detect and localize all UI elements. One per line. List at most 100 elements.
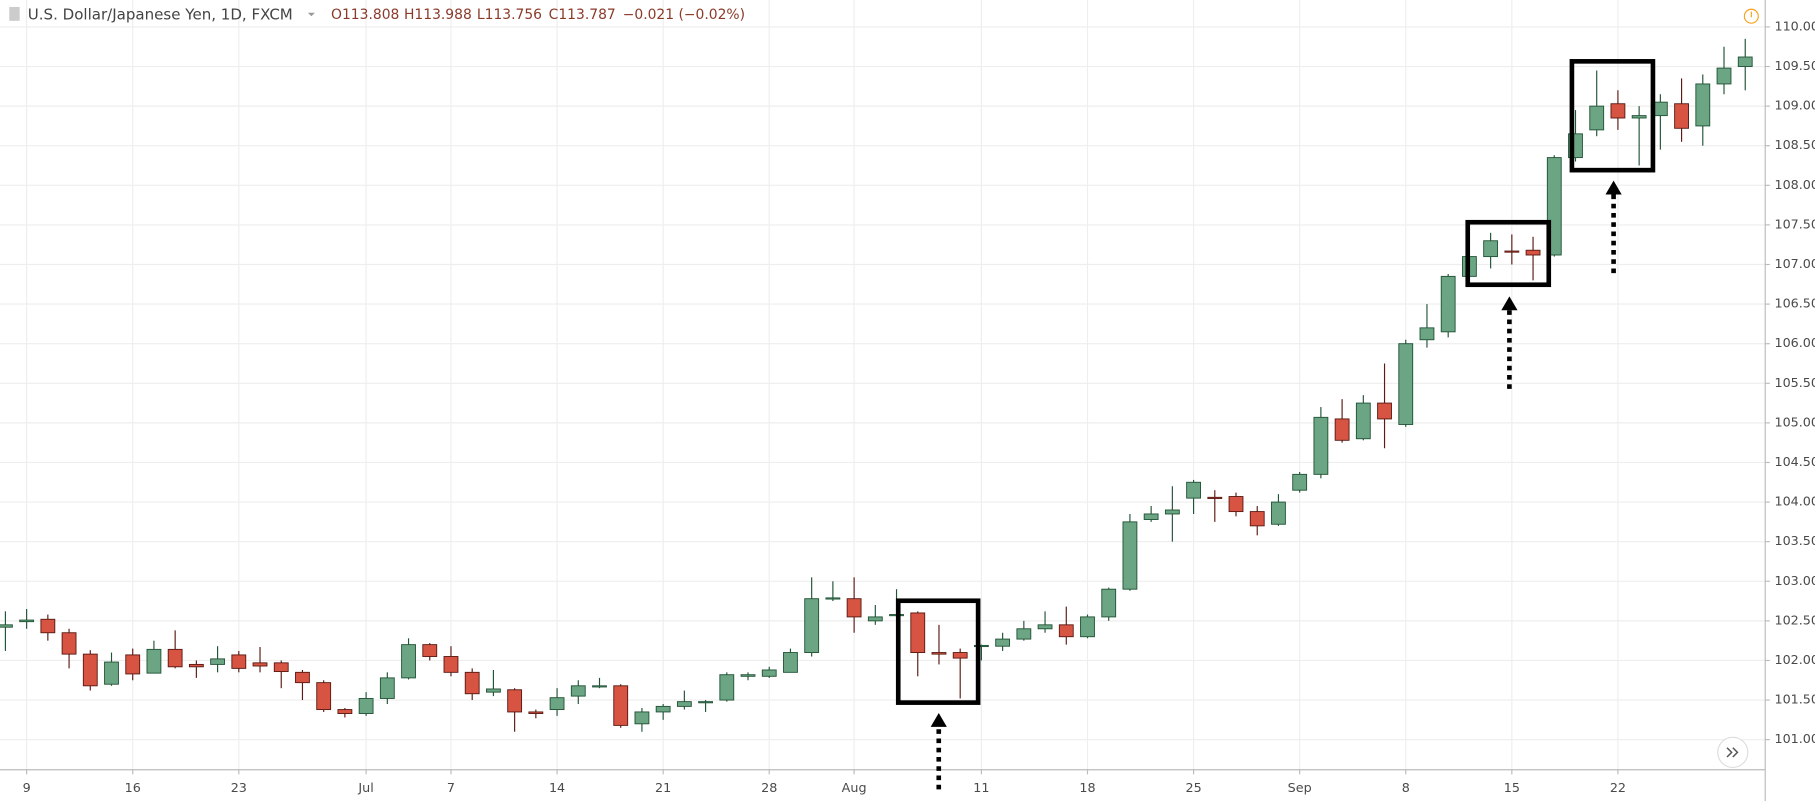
candle-body (1334, 418, 1350, 441)
candle-body (1440, 275, 1456, 333)
candle-body (464, 671, 480, 695)
chart-title: U.S. Dollar/Japanese Yen, 1D, FXCM (28, 6, 293, 24)
candle-body (486, 688, 501, 693)
candle-body (804, 598, 820, 654)
close-value: C113.787 (549, 7, 616, 23)
x-tick-label: 21 (655, 781, 671, 796)
x-tick-label: 25 (1185, 781, 1201, 796)
symbol-icon (9, 6, 20, 21)
y-tick-label: 103.500 (1774, 534, 1815, 549)
x-tick-label: 14 (549, 781, 565, 796)
candle-body (167, 648, 183, 668)
candle-body (783, 652, 798, 673)
candle-body (1016, 628, 1032, 640)
candle-body (1610, 103, 1626, 119)
candle-body (61, 632, 77, 655)
y-tick-label: 110.000 (1774, 19, 1815, 34)
candle-body (592, 685, 607, 688)
y-tick-label: 109.000 (1774, 99, 1815, 114)
y-tick-label: 103.000 (1774, 574, 1815, 589)
candle-body (82, 653, 98, 687)
candle-body (761, 669, 777, 677)
candle-body (613, 685, 629, 726)
highlight-box (1569, 59, 1656, 173)
y-tick-label: 105.500 (1774, 376, 1815, 391)
candle-body (1101, 588, 1117, 618)
candle-body (1737, 56, 1753, 67)
candle-body (1377, 402, 1392, 420)
x-tick-label: Sep (1288, 781, 1312, 796)
scroll-icon (1726, 747, 1739, 758)
candle-body (1674, 103, 1689, 129)
y-tick-label: 108.500 (1774, 138, 1815, 153)
candle-body (740, 674, 756, 677)
candle-body (655, 705, 671, 713)
arrow-head (1605, 180, 1622, 195)
candle-body (231, 654, 247, 669)
candle-body (995, 638, 1011, 647)
candle-body (1419, 327, 1435, 341)
y-tick-label: 101.000 (1774, 732, 1815, 747)
candle-body (1525, 249, 1541, 256)
candle-body (1186, 481, 1201, 499)
candle-body (358, 698, 374, 714)
dropdown-icon[interactable] (307, 12, 315, 17)
candle-body (1249, 511, 1265, 527)
y-tick-label: 102.000 (1774, 653, 1815, 668)
y-tick-label: 106.000 (1774, 336, 1815, 351)
candle-body (422, 644, 438, 657)
candle-body (146, 648, 162, 674)
candle-body (125, 654, 141, 675)
candle-body (867, 616, 883, 622)
candle-body (1292, 473, 1308, 491)
grid (0, 0, 1766, 770)
candle-body (1122, 521, 1138, 590)
candle-body (1483, 240, 1499, 258)
candle-body (698, 701, 713, 704)
candle-body (931, 652, 947, 655)
candle-body (1164, 509, 1180, 515)
candle-body (1652, 101, 1668, 117)
candle-body (825, 597, 841, 600)
candle-body (952, 652, 968, 659)
candle-body (252, 662, 268, 667)
candle-body (846, 598, 862, 618)
highlight-box (895, 598, 981, 705)
candle-body (104, 661, 119, 685)
alert-icon[interactable] (1743, 8, 1759, 24)
candle-body (295, 671, 310, 684)
open-value: O113.808 (331, 7, 399, 23)
candle-body (337, 709, 353, 714)
arrow-heads (930, 180, 1622, 727)
y-tick-label: 101.500 (1774, 693, 1815, 708)
candle-body (570, 685, 586, 697)
y-tick-label: 105.000 (1774, 415, 1815, 430)
y-tick-label: 104.000 (1774, 495, 1815, 510)
candle-body (719, 674, 735, 701)
low-value: L113.756 (477, 7, 542, 23)
x-tick-label: Jul (357, 781, 373, 796)
candle-body (1207, 496, 1223, 499)
x-tick-label: 11 (973, 781, 989, 796)
arrow-head (930, 713, 947, 727)
candle-body (40, 618, 56, 634)
x-tick-label: 28 (761, 781, 777, 796)
candle-body (1313, 416, 1329, 475)
candle-body (1589, 105, 1605, 131)
candle-body (1398, 343, 1414, 425)
candle-body (1631, 115, 1647, 119)
y-tick-label: 102.500 (1774, 613, 1815, 628)
candle-body (19, 619, 35, 623)
candle-body (1716, 67, 1732, 85)
candle-body (1271, 501, 1286, 525)
arrow-head (1501, 296, 1518, 311)
scroll-button[interactable] (1717, 736, 1749, 769)
y-tick-label: 104.500 (1774, 455, 1815, 470)
x-tick-label: 22 (1610, 781, 1626, 796)
candle-body (443, 656, 459, 673)
candle-body (188, 663, 204, 668)
y-tick-label: 109.500 (1774, 59, 1815, 74)
candle-body (401, 644, 416, 679)
candle-body (273, 662, 289, 673)
